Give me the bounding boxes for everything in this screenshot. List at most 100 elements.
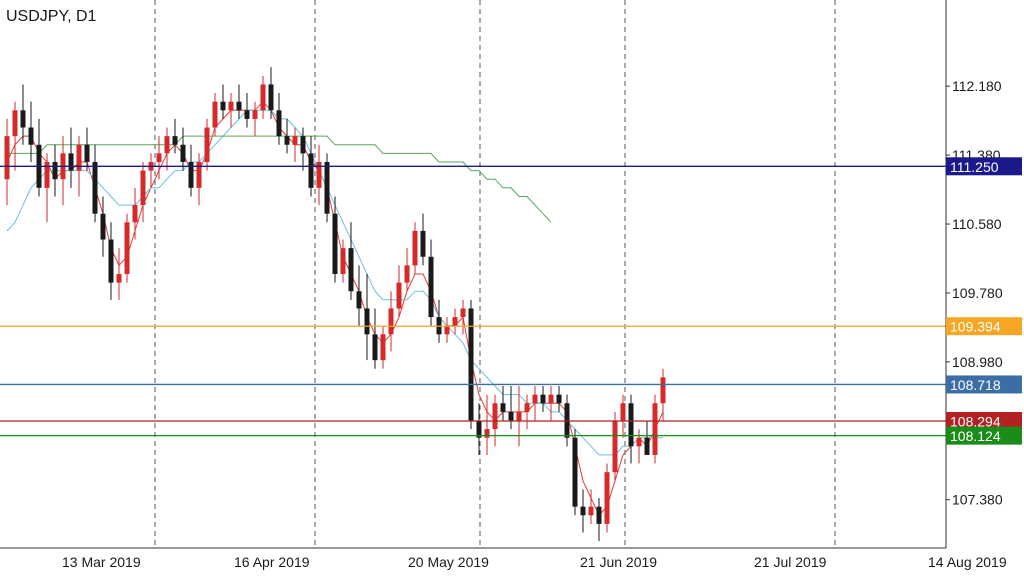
candle — [548, 386, 554, 421]
grid-lines — [154, 0, 836, 548]
candle-body — [284, 136, 290, 145]
candle — [4, 118, 10, 206]
candle-body — [108, 239, 114, 283]
candle-body — [316, 161, 322, 188]
candle — [244, 93, 250, 128]
candle — [604, 463, 610, 533]
candle-body — [204, 127, 210, 162]
candle — [460, 299, 466, 335]
candles — [4, 67, 666, 542]
candle-body — [236, 101, 242, 111]
candle-body — [468, 308, 474, 421]
candle — [580, 489, 586, 533]
candle — [36, 118, 42, 197]
date-tick-labels: 13 Mar 2019 16 Apr 2019 20 May 2019 21 Jun … — [62, 554, 1007, 570]
candle — [84, 127, 90, 171]
candle — [348, 222, 354, 300]
candle — [60, 136, 66, 206]
candle — [500, 386, 506, 421]
candle-body — [532, 394, 538, 404]
price-tick-labels: 112.180111.380110.580109.780108.980107.3… — [946, 78, 1003, 508]
candle — [404, 248, 410, 292]
candle — [228, 93, 234, 128]
candle-body — [52, 161, 58, 180]
level-tag-label-3: 108.294 — [950, 413, 1001, 429]
candle — [172, 118, 178, 154]
candle — [388, 291, 394, 352]
candle-body — [452, 317, 458, 326]
candle-body — [596, 506, 602, 524]
candle-body — [340, 248, 346, 274]
candle — [372, 308, 378, 369]
candle-body — [260, 84, 266, 111]
candle — [12, 101, 18, 171]
candle-body — [612, 420, 618, 473]
date-tick-label: 20 May 2019 — [408, 554, 489, 570]
candle-body — [4, 136, 10, 180]
candle-body — [132, 205, 138, 223]
candle — [540, 386, 546, 412]
candle — [340, 239, 346, 283]
candle-body — [164, 136, 170, 154]
candle-body — [372, 334, 378, 361]
candle-body — [660, 377, 666, 404]
candle — [452, 308, 458, 335]
candle — [628, 394, 634, 464]
candle-body — [292, 136, 298, 145]
candle-body — [300, 136, 306, 154]
candle — [596, 498, 602, 542]
candle-body — [580, 506, 586, 516]
candle-body — [188, 161, 194, 188]
candle — [324, 153, 330, 223]
candle — [236, 84, 242, 119]
candle — [412, 222, 418, 274]
date-tick-label: 13 Mar 2019 — [62, 554, 141, 570]
candle-body — [644, 437, 650, 455]
candle — [252, 101, 258, 137]
candle-body — [116, 274, 122, 283]
candle-body — [28, 127, 34, 145]
candle — [20, 84, 26, 145]
candle — [420, 213, 426, 266]
candle-body — [220, 101, 226, 111]
candle — [532, 386, 538, 421]
candle — [396, 265, 402, 318]
level-tag-box-1 — [946, 317, 1022, 336]
candle-body — [492, 403, 498, 430]
candle-body — [484, 429, 490, 438]
candle-body — [364, 308, 370, 335]
candle-body — [380, 334, 386, 361]
date-tick-label: 14 Aug 2019 — [928, 554, 1007, 570]
candle — [660, 368, 666, 421]
candle-body — [516, 411, 522, 421]
candle-body — [540, 394, 546, 404]
candle — [44, 153, 50, 223]
candle — [364, 274, 370, 361]
candle-body — [244, 110, 250, 119]
moving-average-lines — [6, 100, 664, 517]
level-tag-label-1: 109.394 — [950, 319, 1001, 335]
candle-body — [252, 110, 258, 119]
axes — [0, 0, 947, 549]
candle-body — [156, 153, 162, 162]
candle — [524, 394, 530, 430]
candle-body — [508, 411, 514, 421]
candle-body — [500, 403, 506, 412]
candle-body — [420, 230, 426, 257]
level-tag-label-2: 108.718 — [950, 377, 1001, 393]
candle — [260, 75, 266, 119]
candle-body — [476, 420, 482, 438]
candle — [204, 118, 210, 171]
level-tag-box-0 — [946, 157, 1022, 176]
candle — [332, 196, 338, 283]
candle-body — [388, 308, 394, 335]
candle — [164, 127, 170, 171]
level-tag-label-0: 111.250 — [950, 159, 999, 175]
candle-body — [84, 144, 90, 162]
candle-body — [180, 144, 186, 162]
candle — [284, 118, 290, 154]
candle-body — [276, 110, 282, 137]
